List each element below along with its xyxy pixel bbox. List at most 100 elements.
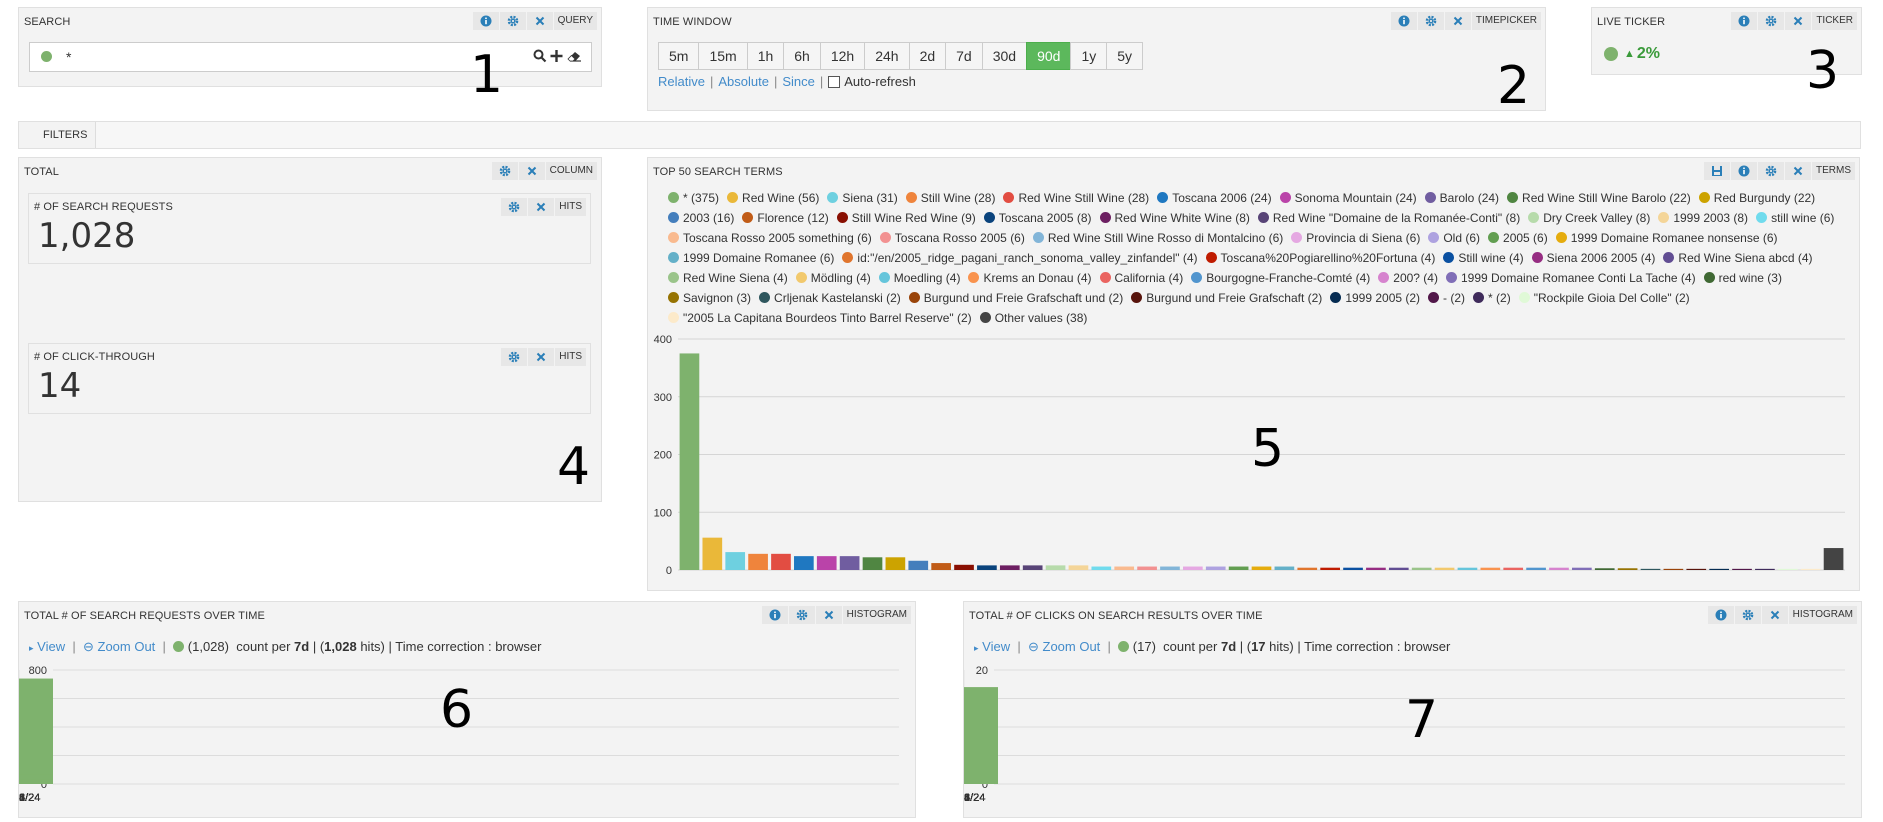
info-icon[interactable]	[1731, 12, 1758, 30]
autorefresh-checkbox[interactable]	[828, 75, 841, 88]
time-button-1y[interactable]: 1y	[1070, 42, 1108, 70]
close-icon[interactable]	[1785, 12, 1812, 30]
time-button-1h[interactable]: 1h	[746, 42, 785, 70]
legend-item[interactable]: Mödling (4)	[795, 268, 871, 288]
legend-item[interactable]: Savignon (3)	[668, 288, 751, 308]
legend-item[interactable]: California (4)	[1099, 268, 1183, 288]
legend-item[interactable]: Red Wine Still Wine Rosso di Montalcino …	[1032, 228, 1283, 248]
close-icon[interactable]	[1785, 162, 1811, 180]
legend-item[interactable]: Burgund und Freie Grafschaft und (2)	[908, 288, 1123, 308]
close-icon[interactable]	[815, 606, 842, 624]
legend-item[interactable]: Dry Creek Valley (8)	[1528, 208, 1650, 228]
legend-item[interactable]: - (2)	[1428, 288, 1465, 308]
time-button-2d[interactable]: 2d	[908, 42, 947, 70]
legend-item[interactable]: Toscana 2006 (24)	[1157, 188, 1272, 208]
info-icon[interactable]	[761, 606, 788, 624]
time-button-6h[interactable]: 6h	[783, 42, 821, 70]
plus-icon[interactable]	[550, 49, 563, 66]
view-link[interactable]: ▸ View	[974, 639, 1010, 654]
time-button-7d[interactable]: 7d	[945, 42, 983, 70]
gear-icon[interactable]	[1758, 162, 1784, 180]
series-color-dot[interactable]	[1118, 641, 1130, 652]
time-button-15m[interactable]: 15m	[698, 42, 748, 70]
legend-item[interactable]: Red Wine White Wine (8)	[1099, 208, 1250, 228]
time-button-5y[interactable]: 5y	[1106, 42, 1144, 70]
gear-icon[interactable]	[1417, 12, 1444, 30]
mode-absolute-link[interactable]: Absolute	[718, 74, 769, 89]
time-button-30d[interactable]: 30d	[981, 42, 1028, 70]
legend-item[interactable]: 1999 Domaine Romanee nonsense (6)	[1555, 228, 1778, 248]
gear-icon[interactable]	[501, 198, 528, 216]
legend-item[interactable]: Red Wine Siena (4)	[668, 268, 788, 288]
legend-item[interactable]: Siena (31)	[827, 188, 898, 208]
legend-item[interactable]: Burgund und Freie Grafschaft (2)	[1131, 288, 1322, 308]
legend-item[interactable]: Siena 2006 2005 (4)	[1531, 248, 1655, 268]
time-button-90d[interactable]: 90d	[1026, 42, 1072, 70]
legend-item[interactable]: 2005 (6)	[1488, 228, 1548, 248]
info-icon[interactable]	[1707, 606, 1734, 624]
legend-item[interactable]: 1999 Domaine Romanee (6)	[668, 248, 834, 268]
save-icon[interactable]	[1704, 162, 1730, 180]
gear-icon[interactable]	[1734, 606, 1761, 624]
gear-icon[interactable]	[788, 606, 815, 624]
gear-icon[interactable]	[501, 348, 528, 366]
magnifier-icon[interactable]	[533, 49, 547, 66]
legend-item[interactable]: Other values (38)	[979, 308, 1087, 328]
close-icon[interactable]	[1761, 606, 1788, 624]
legend-item[interactable]: Red Wine Still Wine (28)	[1003, 188, 1149, 208]
zoom-out-link[interactable]: ⊖ Zoom Out	[83, 639, 155, 654]
legend-item[interactable]: Red Wine "Domaine de la Romanée-Conti" (…	[1257, 208, 1520, 228]
legend-item[interactable]: Red Wine (56)	[727, 188, 819, 208]
legend-item[interactable]: Toscana Rosso 2005 something (6)	[668, 228, 872, 248]
legend-item[interactable]: id:"/en/2005_ridge_pagani_ranch_sonoma_v…	[842, 248, 1198, 268]
legend-item[interactable]: Sonoma Mountain (24)	[1279, 188, 1417, 208]
mode-relative-link[interactable]: Relative	[658, 74, 705, 89]
legend-item[interactable]: * (2)	[1473, 288, 1511, 308]
gear-icon[interactable]	[1758, 12, 1785, 30]
legend-item[interactable]: Still wine (4)	[1443, 248, 1524, 268]
legend-item[interactable]: still wine (6)	[1756, 208, 1834, 228]
legend-item[interactable]: Red Wine Still Wine Barolo (22)	[1507, 188, 1691, 208]
legend-item[interactable]: Krems an Donau (4)	[968, 268, 1092, 288]
legend-item[interactable]: Barolo (24)	[1424, 188, 1499, 208]
time-button-12h[interactable]: 12h	[819, 42, 866, 70]
close-icon[interactable]	[526, 12, 553, 30]
legend-item[interactable]: 1999 2003 (8)	[1658, 208, 1748, 228]
legend-item[interactable]: Toscana Rosso 2005 (6)	[879, 228, 1025, 248]
legend-item[interactable]: Moedling (4)	[878, 268, 960, 288]
legend-item[interactable]: 200? (4)	[1378, 268, 1438, 288]
legend-item[interactable]: Red Burgundy (22)	[1698, 188, 1815, 208]
close-icon[interactable]	[518, 162, 545, 180]
legend-item[interactable]: Toscana 2005 (8)	[983, 208, 1092, 228]
filters-tab[interactable]: FILTERS	[19, 122, 97, 148]
legend-item[interactable]: Still Wine (28)	[905, 188, 995, 208]
legend-item[interactable]: 1999 2005 (2)	[1330, 288, 1420, 308]
legend-item[interactable]: Crljenak Kastelanski (2)	[759, 288, 901, 308]
legend-item[interactable]: "2005 La Capitana Bourdeos Tinto Barrel …	[668, 308, 972, 328]
close-icon[interactable]	[528, 198, 555, 216]
legend-item[interactable]: 1999 Domaine Romanee Conti La Tache (4)	[1445, 268, 1696, 288]
search-input-container[interactable]: *	[29, 42, 592, 72]
legend-item[interactable]: Old (6)	[1428, 228, 1480, 248]
legend-item[interactable]: Still Wine Red Wine (9)	[836, 208, 976, 228]
legend-item[interactable]: Red Wine Siena abcd (4)	[1663, 248, 1813, 268]
series-color-dot[interactable]	[173, 641, 185, 652]
legend-item[interactable]: Florence (12)	[742, 208, 829, 228]
mode-since-link[interactable]: Since	[782, 74, 815, 89]
gear-icon[interactable]	[491, 162, 518, 180]
time-button-5m[interactable]: 5m	[658, 42, 700, 70]
close-icon[interactable]	[1444, 12, 1471, 30]
close-icon[interactable]	[528, 348, 555, 366]
search-input[interactable]: *	[66, 49, 72, 65]
legend-item[interactable]: 2003 (16)	[668, 208, 734, 228]
legend-item[interactable]: Toscana%20Pogiarellino%20Fortuna (4)	[1205, 248, 1435, 268]
zoom-out-link[interactable]: ⊖ Zoom Out	[1028, 639, 1100, 654]
query-color-dot[interactable]	[41, 51, 52, 62]
info-icon[interactable]	[1390, 12, 1417, 30]
legend-item[interactable]: * (375)	[668, 188, 719, 208]
info-icon[interactable]	[1731, 162, 1757, 180]
time-button-24h[interactable]: 24h	[864, 42, 910, 70]
legend-item[interactable]: Provincia di Siena (6)	[1291, 228, 1420, 248]
eraser-icon[interactable]	[567, 50, 582, 66]
gear-icon[interactable]	[499, 12, 526, 30]
